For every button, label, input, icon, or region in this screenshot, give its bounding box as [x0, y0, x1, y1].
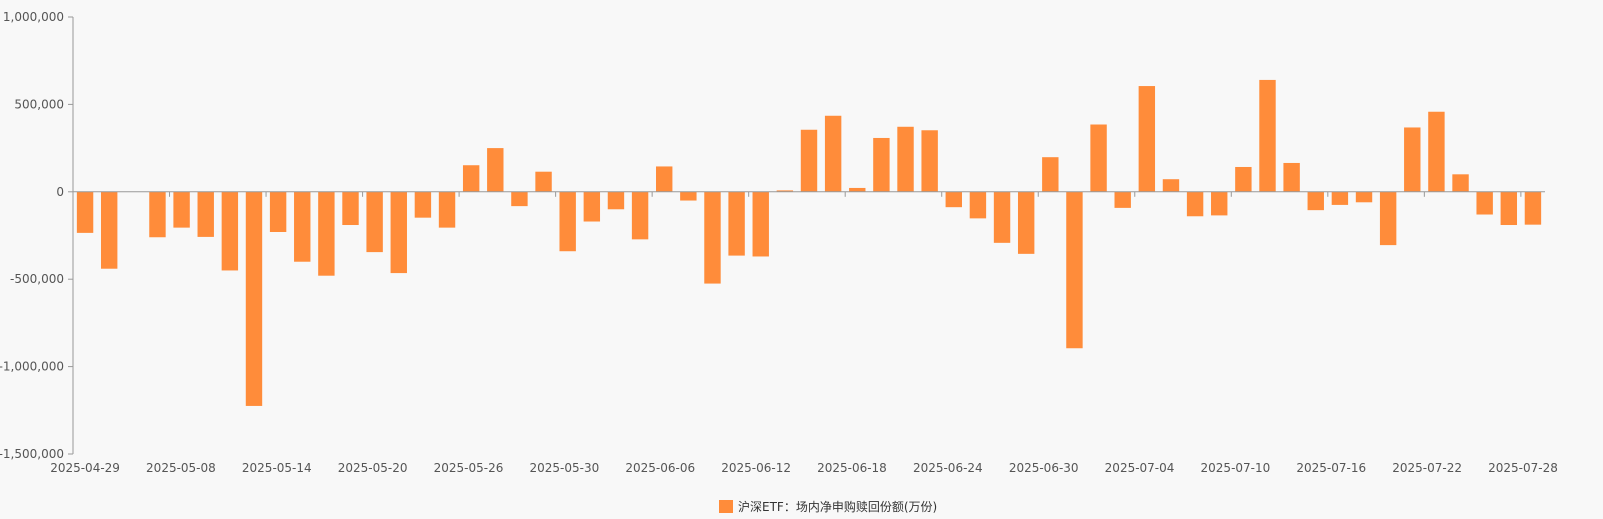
- x-tick-label-9: 2025-06-24: [913, 461, 983, 475]
- x-tick-label-3: 2025-05-20: [338, 461, 408, 475]
- bar-49[interactable]: [1259, 79, 1276, 192]
- bar-48[interactable]: [1235, 166, 1252, 192]
- bar-15[interactable]: [438, 191, 456, 228]
- legend[interactable]: 沪深ETF：场内净申购赎回份额(万份): [719, 499, 937, 514]
- bar-46[interactable]: [1186, 191, 1204, 217]
- bar-7[interactable]: [245, 191, 263, 406]
- bar-59[interactable]: [1500, 191, 1518, 226]
- bar-40[interactable]: [1042, 157, 1059, 192]
- x-tick-label-12: 2025-07-10: [1201, 461, 1271, 475]
- bar-35[interactable]: [921, 130, 938, 192]
- x-tick-label-2: 2025-05-14: [242, 461, 312, 475]
- bar-45[interactable]: [1162, 179, 1180, 192]
- x-tick-label-10: 2025-06-30: [1009, 461, 1079, 475]
- bar-0[interactable]: [76, 191, 94, 233]
- bar-60[interactable]: [1524, 191, 1542, 225]
- bar-55[interactable]: [1404, 127, 1421, 192]
- legend-swatch[interactable]: [719, 500, 733, 513]
- bar-4[interactable]: [173, 191, 190, 228]
- x-tick-label-11: 2025-07-04: [1105, 461, 1175, 475]
- bar-9[interactable]: [294, 191, 311, 262]
- bar-43[interactable]: [1114, 191, 1131, 208]
- bars-layer: [76, 79, 1542, 406]
- y-tick-label-2: 0: [56, 185, 64, 199]
- x-tick-label-7: 2025-06-12: [721, 461, 791, 475]
- x-tick-label-6: 2025-06-06: [625, 461, 695, 475]
- bar-20[interactable]: [559, 191, 576, 252]
- x-tick-label-5: 2025-05-30: [530, 461, 600, 475]
- y-tick-label-4: -1,000,000: [0, 360, 64, 374]
- bar-5[interactable]: [197, 191, 214, 237]
- bar-10[interactable]: [318, 191, 335, 276]
- x-tick-label-0: 2025-04-29: [50, 461, 120, 475]
- bar-16[interactable]: [462, 165, 480, 192]
- bar-54[interactable]: [1379, 191, 1397, 246]
- bar-26[interactable]: [704, 191, 721, 284]
- bar-41[interactable]: [1066, 191, 1083, 349]
- bar-27[interactable]: [728, 191, 745, 256]
- bar-34[interactable]: [897, 126, 914, 192]
- x-tick-label-1: 2025-05-08: [146, 461, 216, 475]
- x-tick-label-14: 2025-07-22: [1392, 461, 1462, 475]
- bar-1[interactable]: [100, 191, 118, 269]
- bar-44[interactable]: [1138, 86, 1156, 192]
- bar-23[interactable]: [631, 191, 649, 240]
- bar-30[interactable]: [800, 129, 818, 192]
- bar-11[interactable]: [342, 191, 359, 226]
- bar-13[interactable]: [390, 191, 407, 274]
- bar-57[interactable]: [1452, 174, 1469, 192]
- bar-29[interactable]: [776, 190, 794, 192]
- bar-19[interactable]: [535, 171, 552, 192]
- y-tick-label-0: 1,000,000: [3, 10, 64, 24]
- y-tick-label-1: 500,000: [14, 97, 64, 111]
- bar-12[interactable]: [366, 191, 383, 253]
- legend-label[interactable]: 沪深ETF：场内净申购赎回份额(万份): [738, 499, 937, 514]
- bar-36[interactable]: [945, 191, 962, 208]
- bar-42[interactable]: [1090, 124, 1107, 192]
- bar-58[interactable]: [1476, 191, 1493, 215]
- x-tick-label-15: 2025-07-28: [1488, 461, 1558, 475]
- bar-37[interactable]: [969, 191, 987, 219]
- bar-18[interactable]: [511, 191, 528, 207]
- bar-32[interactable]: [849, 187, 866, 192]
- bar-22[interactable]: [607, 191, 625, 210]
- axis-layer: 1,000,000 500,000 0 -500,000 -1,000,000 -1,50…: [0, 10, 1558, 475]
- bar-28[interactable]: [752, 191, 769, 257]
- bar-50[interactable]: [1283, 162, 1300, 192]
- bar-14[interactable]: [414, 191, 432, 218]
- bar-24[interactable]: [656, 166, 673, 192]
- bar-8[interactable]: [269, 191, 287, 232]
- bar-31[interactable]: [824, 115, 842, 192]
- y-tick-label-3: -500,000: [10, 272, 64, 286]
- bar-52[interactable]: [1331, 191, 1349, 205]
- y-tick-label-5: -1,500,000: [0, 447, 64, 461]
- x-tick-label-8: 2025-06-18: [817, 461, 887, 475]
- x-tick-label-4: 2025-05-26: [434, 461, 504, 475]
- x-tick-label-13: 2025-07-16: [1296, 461, 1366, 475]
- bar-39[interactable]: [1017, 191, 1035, 254]
- bar-51[interactable]: [1307, 191, 1324, 211]
- bar-3[interactable]: [149, 191, 166, 238]
- bar-17[interactable]: [487, 148, 504, 192]
- bar-56[interactable]: [1428, 111, 1445, 192]
- bar-53[interactable]: [1355, 191, 1373, 203]
- bar-21[interactable]: [583, 191, 601, 222]
- bar-25[interactable]: [680, 191, 697, 201]
- bar-47[interactable]: [1211, 191, 1228, 216]
- bar-6[interactable]: [221, 191, 239, 271]
- bar-33[interactable]: [873, 137, 890, 192]
- bar-38[interactable]: [993, 191, 1011, 243]
